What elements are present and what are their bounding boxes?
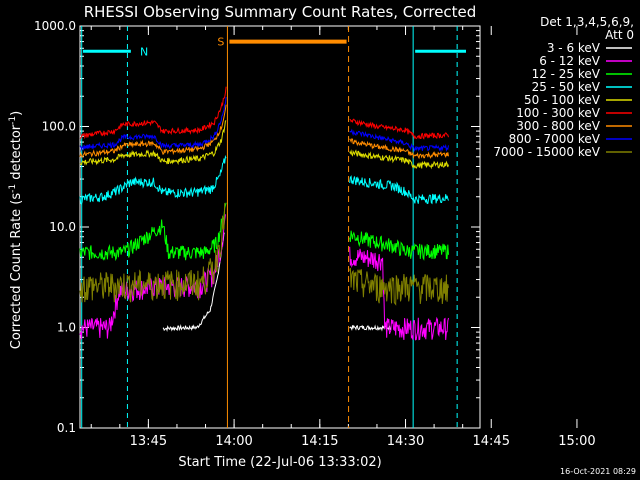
y-tick-label: 100.0 bbox=[42, 120, 76, 134]
series-line bbox=[79, 120, 227, 166]
y-axis-label: Corrected Count Rate (s-1 detector-1) bbox=[8, 111, 24, 349]
series-line bbox=[162, 232, 225, 333]
legend-header-line-1: Det 1,3,4,5,6,9, bbox=[540, 15, 634, 29]
legend-label: 50 - 100 keV bbox=[524, 93, 601, 107]
x-axis-label: Start Time (22-Jul-06 13:33:02) bbox=[178, 455, 381, 470]
plot-area: 0.1 1.0 10.0 100.0 1000.0 13:45 14:00 14:15 14:3… bbox=[34, 19, 596, 449]
x-tick-label: 14:30 bbox=[387, 434, 424, 449]
plot-frame bbox=[79, 25, 481, 429]
x-tick-label: 14:00 bbox=[215, 434, 252, 449]
chart-title: RHESSI Observing Summary Count Rates, Co… bbox=[84, 3, 477, 21]
legend-label: 7000 - 15000 keV bbox=[493, 145, 600, 159]
series-line bbox=[349, 138, 449, 160]
x-tick-label: 15:00 bbox=[558, 434, 595, 449]
x-tick-label: 14:45 bbox=[473, 434, 510, 449]
legend-label: 12 - 25 keV bbox=[532, 67, 601, 81]
legend-label: 300 - 800 keV bbox=[516, 119, 600, 133]
series-line bbox=[349, 128, 449, 153]
series-line bbox=[79, 97, 227, 152]
legend-label: 6 - 12 keV bbox=[539, 54, 601, 68]
series-line bbox=[349, 118, 449, 140]
flag-label: N bbox=[140, 45, 148, 58]
series-line bbox=[79, 202, 226, 303]
series-line bbox=[349, 175, 449, 205]
series-line bbox=[349, 267, 449, 306]
y-tick-label: 1000.0 bbox=[34, 19, 76, 33]
series-line bbox=[349, 246, 449, 341]
legend-label: 25 - 50 keV bbox=[532, 80, 601, 94]
legend-label: 3 - 6 keV bbox=[547, 41, 601, 55]
series-line bbox=[79, 202, 227, 262]
legend-label: 800 - 7000 keV bbox=[509, 132, 601, 146]
series-line bbox=[79, 104, 227, 158]
y-tick-label: 0.1 bbox=[57, 421, 76, 435]
series-line bbox=[79, 86, 227, 140]
y-tick-label: 10.0 bbox=[49, 220, 76, 234]
legend-header-line-2: Att 0 bbox=[605, 28, 634, 42]
series-line bbox=[349, 149, 449, 170]
flag-label: S bbox=[217, 36, 224, 49]
footer-date: 16-Oct-2021 08:29 bbox=[560, 467, 636, 476]
x-tick-label: 14:15 bbox=[301, 434, 338, 449]
x-tick-label: 13:45 bbox=[130, 434, 167, 449]
y-tick-label: 1.0 bbox=[57, 321, 76, 335]
legend-label: 100 - 300 keV bbox=[516, 106, 600, 120]
series-line bbox=[349, 324, 391, 332]
series-line bbox=[349, 230, 449, 261]
series-line bbox=[79, 154, 227, 205]
